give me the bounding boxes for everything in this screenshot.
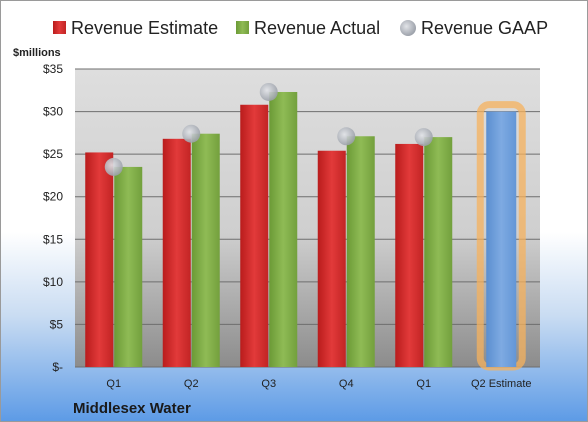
- x-tick-label: Q1: [106, 378, 121, 390]
- x-axis-ticks: Q1 Q2 Q3 Q4 Q1 Q2 Estimate: [106, 378, 531, 390]
- y-tick-label: $35: [43, 62, 63, 76]
- legend-label-estimate: Revenue Estimate: [71, 18, 218, 38]
- marker-revenue-gaap: [337, 127, 356, 146]
- x-tick-label: Q3: [261, 378, 276, 390]
- marker-revenue-gaap: [414, 128, 433, 147]
- x-tick-label: Q4: [339, 378, 354, 390]
- x-tick-label: Q1: [416, 378, 431, 390]
- y-tick-label: $30: [43, 105, 63, 119]
- bar-revenue-actual: [424, 137, 453, 367]
- bars: [85, 82, 526, 371]
- y-axis-ticks: $- $5 $10 $15 $20 $25 $30 $35: [43, 62, 63, 374]
- marker-revenue-gaap: [182, 124, 201, 143]
- legend-label-actual: Revenue Actual: [254, 18, 380, 38]
- legend: Revenue Estimate Revenue Actual Revenue …: [53, 18, 548, 38]
- bar-revenue-estimate: [317, 150, 346, 367]
- bar-revenue-actual: [269, 91, 298, 367]
- x-tick-label: Q2 Estimate: [471, 378, 532, 390]
- bar-revenue-estimate: [162, 138, 191, 367]
- bar-revenue-actual: [346, 136, 375, 367]
- legend-swatch-gaap: [400, 20, 416, 36]
- bar-revenue-actual: [191, 133, 220, 367]
- y-axis-unit-label: $millions: [13, 47, 61, 59]
- y-tick-label: $5: [50, 317, 64, 331]
- bar-q2-estimate: [486, 111, 517, 367]
- y-tick-label: $10: [43, 275, 63, 289]
- marker-revenue-gaap: [104, 157, 123, 176]
- y-tick-label: $25: [43, 147, 63, 161]
- bar-revenue-estimate: [85, 152, 114, 367]
- y-tick-label: $20: [43, 190, 63, 204]
- legend-swatch-actual: [236, 21, 249, 34]
- legend-swatch-estimate: [53, 21, 66, 34]
- x-tick-label: Q2: [184, 378, 199, 390]
- y-tick-label: $15: [43, 232, 63, 246]
- bar-revenue-estimate: [395, 143, 424, 367]
- company-name: Middlesex Water: [73, 400, 191, 417]
- y-tick-label: $-: [52, 360, 63, 374]
- marker-revenue-gaap: [259, 82, 278, 101]
- bar-revenue-estimate: [240, 104, 269, 367]
- legend-label-gaap: Revenue GAAP: [421, 18, 548, 38]
- bar-revenue-actual: [114, 166, 143, 367]
- gridlines: [75, 68, 540, 368]
- plot-area: [75, 69, 540, 367]
